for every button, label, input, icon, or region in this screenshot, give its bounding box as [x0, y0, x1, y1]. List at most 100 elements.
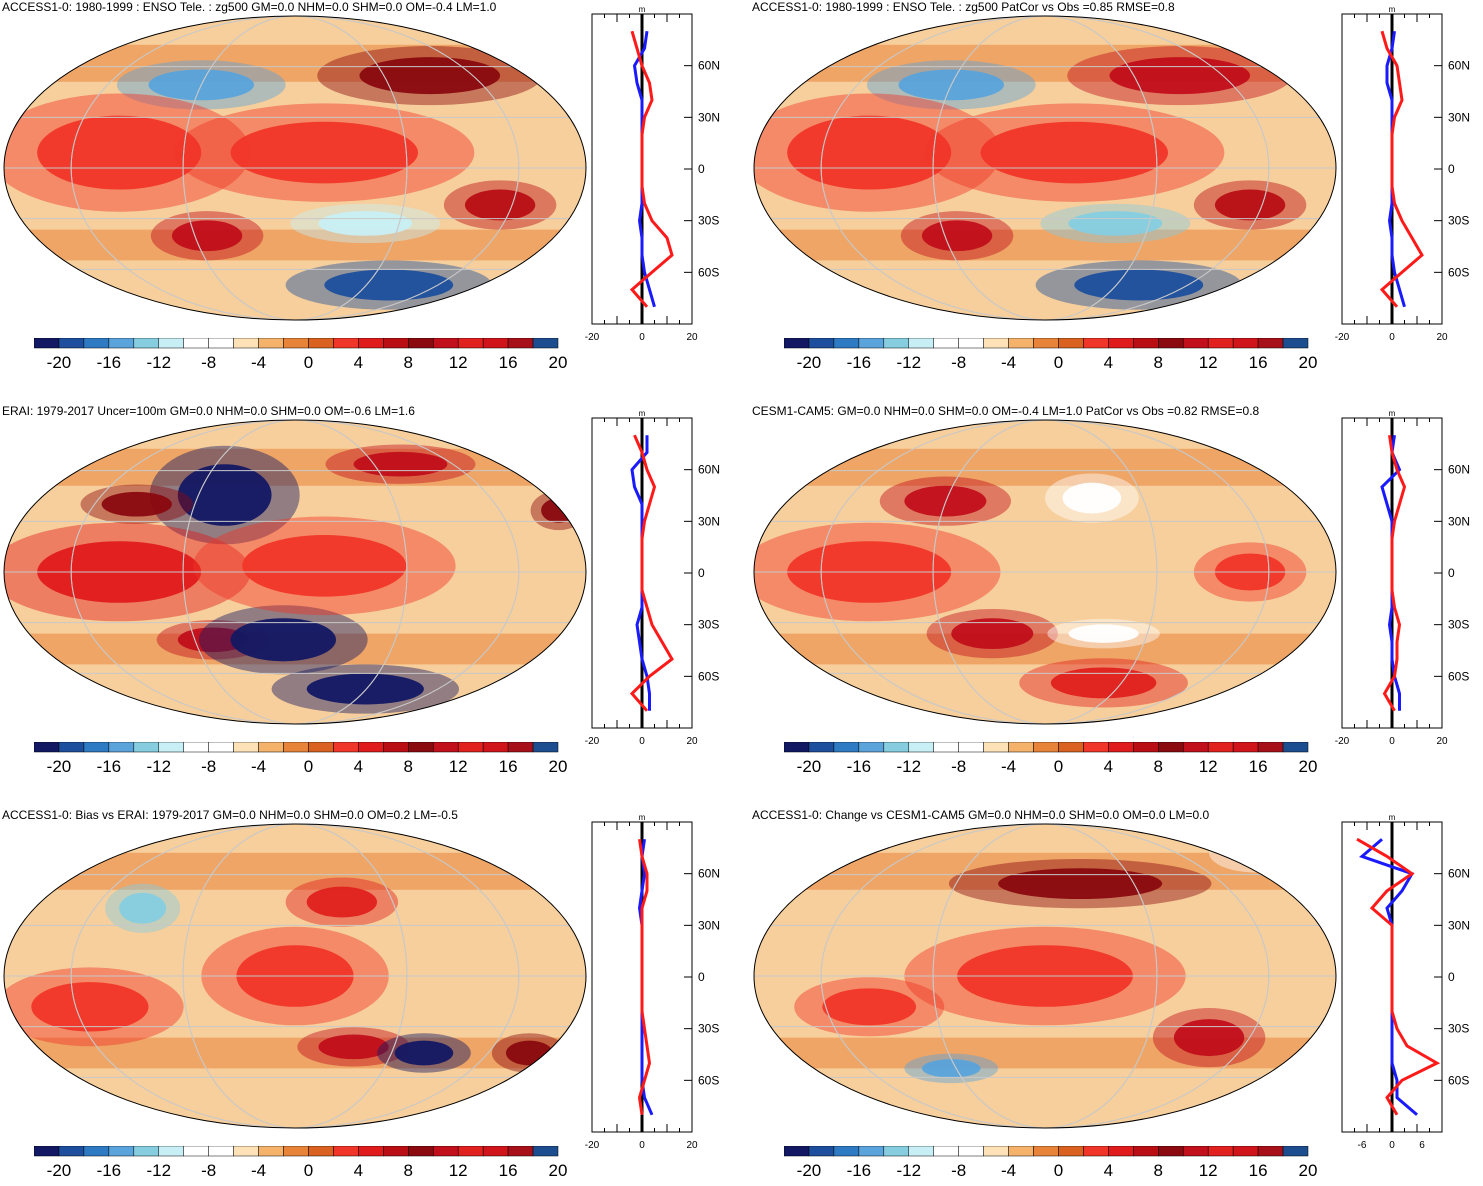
lat-label: 0: [698, 970, 705, 984]
colorbar-swatch: [308, 338, 334, 349]
colorbar-label: 20: [549, 757, 568, 776]
profile-p2: m 60N 30N 0 30S 60S -20 0 20: [1335, 5, 1470, 343]
colorbar-swatch: [457, 338, 484, 349]
colorbar-swatch: [1207, 1146, 1234, 1157]
colorbar-swatch: [1282, 338, 1309, 349]
band-south: [754, 229, 1336, 261]
colorbar-label: 8: [1154, 1161, 1163, 1180]
lat-label: 60S: [1448, 1073, 1469, 1087]
anomaly-blob-4: [1068, 211, 1163, 236]
anomaly-blob-1: [353, 451, 448, 477]
map-p2: [753, 15, 1337, 321]
colorbar-label: -4: [251, 1161, 266, 1180]
lat-label: 60N: [698, 59, 720, 73]
colorbar-swatch: [858, 338, 885, 349]
colorbar-label: 16: [499, 353, 518, 372]
lat-label: 60S: [698, 669, 719, 683]
colorbar-swatch: [58, 742, 85, 753]
colorbar-label: -8: [201, 1161, 216, 1180]
colorbar-swatch: [933, 1146, 959, 1157]
colorbar-swatch: [532, 742, 559, 753]
x-label: -20: [585, 736, 600, 747]
colorbar-swatch: [908, 338, 934, 349]
colorbar-label: 0: [1054, 353, 1063, 372]
anomaly-blob-2: [921, 220, 993, 252]
colorbar-label: 0: [1054, 757, 1063, 776]
colorbar-swatch: [933, 338, 959, 349]
colorbar-swatch: [983, 1146, 1009, 1157]
colorbar-label: 16: [1249, 1161, 1268, 1180]
colorbar-swatch: [58, 1146, 85, 1157]
colorbar-swatch: [457, 1146, 484, 1157]
graticule-lon: [182, 824, 408, 1128]
colorbar-label: 16: [1249, 353, 1268, 372]
colorbar-label: 4: [1104, 353, 1113, 372]
colorbar-swatch: [233, 1146, 259, 1157]
profile-p3: m 60N 30N 0 30S 60S -20 0 20: [585, 409, 720, 747]
colorbar-swatch: [34, 338, 60, 349]
colorbar-label: -4: [251, 353, 266, 372]
colorbar-swatch: [1282, 742, 1309, 753]
colorbar-swatch: [1133, 742, 1159, 753]
colorbar-swatch: [308, 742, 334, 753]
lat-label: 0: [698, 566, 705, 580]
colorbar-label: -20: [797, 1161, 822, 1180]
x-label: -20: [1335, 736, 1350, 747]
colorbar-swatch: [283, 742, 309, 753]
anomaly-blob-2: [921, 1059, 981, 1078]
profile-blue-line: [1359, 838, 1418, 1116]
colorbar-swatch: [1058, 338, 1084, 349]
profile-red-line: [1379, 30, 1424, 308]
colorbar-label: -4: [1001, 757, 1016, 776]
colorbar-swatch: [133, 1146, 160, 1157]
colorbar-swatch: [358, 742, 384, 753]
colorbar-swatch: [183, 742, 209, 753]
colorbar-swatch: [108, 742, 135, 753]
colorbar-label: -8: [201, 353, 216, 372]
colorbar-swatch: [1058, 1146, 1084, 1157]
colorbar-swatch: [1033, 742, 1059, 753]
colorbar-label: -16: [847, 353, 872, 372]
colorbar-swatch: [808, 1146, 835, 1157]
lat-label: 60N: [698, 463, 720, 477]
band-south: [4, 229, 586, 261]
graticule-lon: [182, 420, 408, 724]
x-label: 20: [686, 736, 698, 747]
colorbar-swatch: [1207, 742, 1234, 753]
colorbar-swatch: [233, 338, 259, 349]
x-label: 20: [1436, 332, 1448, 343]
x-label: -6: [1358, 1140, 1367, 1151]
graticule-lon: [820, 420, 1270, 724]
colorbar-label: -12: [896, 1161, 921, 1180]
colorbar-label: 16: [1249, 757, 1268, 776]
colorbar-label: -20: [797, 757, 822, 776]
lat-label: 30S: [1448, 1022, 1469, 1036]
colorbar-swatch: [208, 742, 234, 753]
profile-unit: m: [1389, 5, 1396, 14]
band-south: [4, 1037, 586, 1069]
anomaly-blob-0: [998, 868, 1163, 899]
colorbar-swatch: [1182, 1146, 1209, 1157]
colorbar-swatch: [1133, 338, 1159, 349]
profile-unit: m: [1389, 813, 1396, 822]
colorbar-swatch: [1083, 742, 1109, 753]
lat-label: 0: [1448, 566, 1455, 580]
anomaly-blob-2: [318, 1034, 389, 1060]
colorbar-swatch: [383, 1146, 409, 1157]
anomaly-blob-2: [951, 618, 1034, 649]
colorbar-swatch: [1257, 1146, 1284, 1157]
graticule-lon: [70, 420, 520, 724]
colorbar-swatch: [1257, 338, 1284, 349]
lat-label: 30S: [698, 1022, 719, 1036]
colorbar-label: -20: [797, 353, 822, 372]
colorbar-swatch: [1257, 742, 1284, 753]
colorbar-swatch: [1008, 742, 1034, 753]
profile-unit: m: [639, 5, 646, 14]
band-south: [754, 633, 1336, 665]
colorbar-label: 8: [1154, 757, 1163, 776]
panel-title-p6: ACCESS1-0: Change vs CESM1-CAM5 GM=0.0 N…: [752, 808, 1210, 822]
colorbar-label: 12: [1199, 1161, 1218, 1180]
profile-red-line: [1356, 837, 1441, 1116]
anomaly-blob-5: [787, 115, 952, 190]
colorbar-swatch: [1158, 742, 1184, 753]
